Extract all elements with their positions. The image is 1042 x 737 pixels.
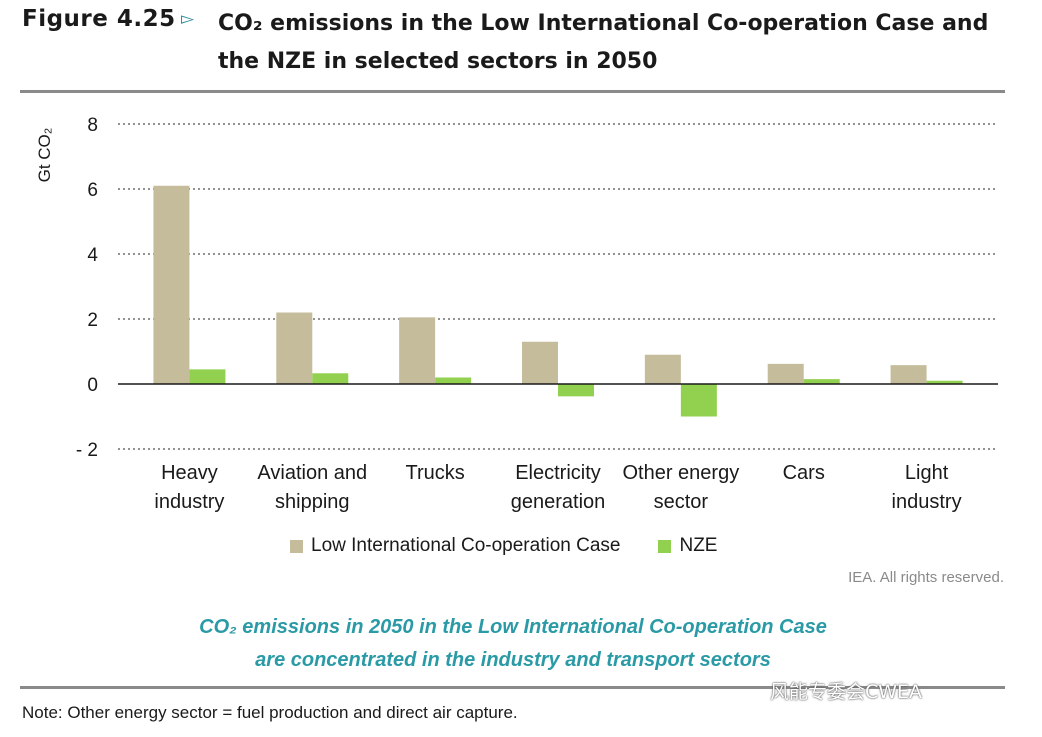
y-tick-label: 0 <box>87 375 98 396</box>
x-tick-label: Trucks <box>406 462 465 484</box>
bottom-divider <box>20 686 1005 689</box>
x-tick-label: Other energy <box>622 462 739 484</box>
bar-chart: 8 6 4 2 0 - 2 Heavy industry Aviation and shippin… <box>76 115 998 513</box>
bar-low-intl <box>276 312 313 384</box>
legend-item-nze: NZE <box>658 535 717 557</box>
bar-nze <box>803 379 840 384</box>
x-tick-label: Aviation and <box>257 462 367 484</box>
bar-low-intl <box>890 365 927 384</box>
x-tick-label: sector <box>654 491 709 513</box>
bar-low-intl <box>153 185 190 384</box>
legend-item-low-intl: Low International Co-operation Case <box>290 535 620 557</box>
y-tick-label: 2 <box>87 310 98 331</box>
figure-arrow-icon: ▻ <box>181 9 195 29</box>
caption: CO₂ emissions in 2050 in the Low Interna… <box>0 611 1026 677</box>
bar-nze <box>680 384 717 417</box>
bar-nze <box>435 377 472 384</box>
watermark: 风能专委会CWEA <box>770 681 923 703</box>
figure-label: Figure 4.25 <box>22 6 176 32</box>
bar-nze <box>189 369 226 384</box>
caption-line2: are concentrated in the industry and tra… <box>255 649 771 671</box>
x-tick-label: industry <box>154 491 224 513</box>
bar-low-intl <box>644 354 681 384</box>
x-tick-label: industry <box>892 491 962 513</box>
bar-low-intl <box>399 317 436 384</box>
bar-low-intl <box>522 341 558 384</box>
y-tick-label: 4 <box>87 245 98 266</box>
legend-swatch-low-intl <box>290 539 303 553</box>
top-divider <box>20 90 1005 93</box>
x-tick-label: Light <box>905 462 949 484</box>
figure-title-line2: the NZE in selected sectors in 2050 <box>218 49 658 74</box>
bar-nze <box>558 384 594 397</box>
legend: Low International Co-operation Case NZE <box>290 535 755 557</box>
y-tick-label: 8 <box>87 115 98 136</box>
bar-low-intl <box>767 363 804 384</box>
y-tick-label: 6 <box>87 180 98 201</box>
bar-nze <box>926 380 963 384</box>
x-tick-label: Heavy <box>161 462 218 484</box>
legend-label-nze: NZE <box>679 535 718 556</box>
y-tick-label: - 2 <box>76 440 98 461</box>
legend-label-low-intl: Low International Co-operation Case <box>311 535 621 556</box>
rights-notice: IEA. All rights reserved. <box>848 569 1004 586</box>
x-tick-label: Electricity <box>515 462 601 484</box>
figure-title: CO₂ emissions in the Low International C… <box>218 5 1008 81</box>
x-tick-label: shipping <box>275 491 350 513</box>
footnote: Note: Other energy sector = fuel product… <box>22 703 518 722</box>
x-tick-label: Cars <box>783 462 825 484</box>
caption-line1: CO₂ emissions in 2050 in the Low Interna… <box>199 616 827 638</box>
legend-swatch-nze <box>658 539 672 553</box>
bar-nze <box>312 373 349 384</box>
figure-title-line1: CO₂ emissions in the Low International C… <box>218 11 989 36</box>
x-tick-label: generation <box>511 491 606 513</box>
